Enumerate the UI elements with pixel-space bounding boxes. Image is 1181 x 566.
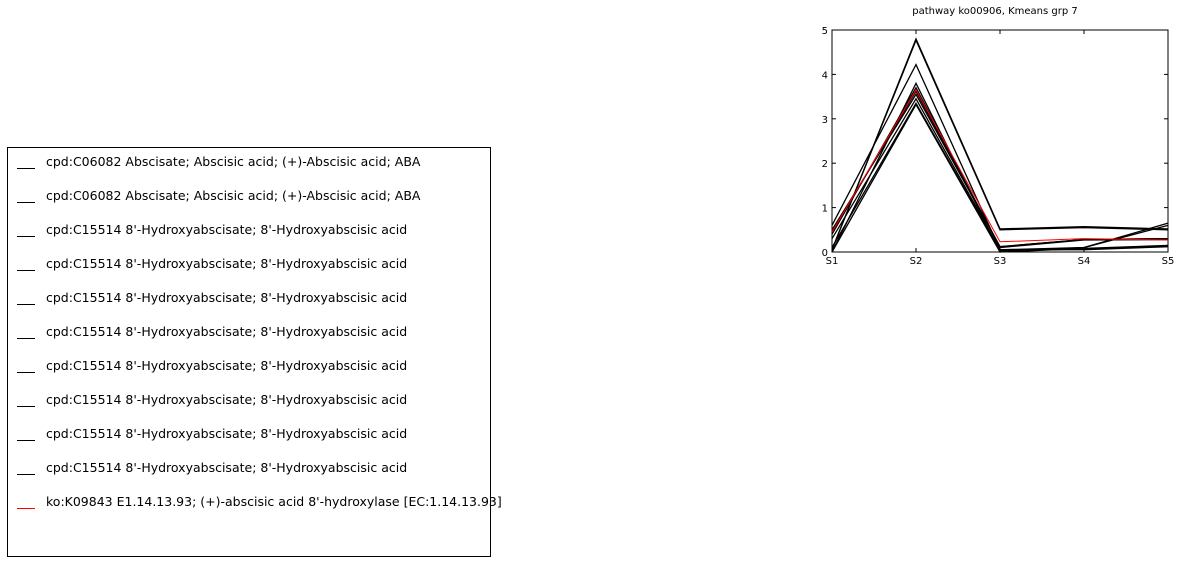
legend-item: cpd:C15514 8'-Hydroxyabscisate; 8'-Hydro… xyxy=(8,424,490,444)
legend-label: cpd:C15514 8'-Hydroxyabscisate; 8'-Hydro… xyxy=(46,392,408,407)
legend-swatch xyxy=(17,474,35,475)
x-tick-label: S5 xyxy=(1162,256,1175,267)
legend-label: cpd:C06082 Abscisate; Abscisic acid; (+)… xyxy=(46,188,421,203)
x-tick-label: S2 xyxy=(910,256,923,267)
legend-item: cpd:C15514 8'-Hydroxyabscisate; 8'-Hydro… xyxy=(8,458,490,478)
y-tick-label: 0 xyxy=(822,248,828,259)
x-tick-label: S3 xyxy=(994,256,1007,267)
plot-frame xyxy=(831,29,1169,253)
legend-label: cpd:C15514 8'-Hydroxyabscisate; 8'-Hydro… xyxy=(46,358,408,373)
y-axis-ticks: 0 1 2 3 4 5 xyxy=(822,26,1168,259)
legend-swatch xyxy=(17,372,35,373)
legend-label: cpd:C15514 8'-Hydroxyabscisate; 8'-Hydro… xyxy=(46,222,408,237)
legend-swatch xyxy=(17,508,35,509)
legend-label: ko:K09843 E1.14.13.93; (+)-abscisic acid… xyxy=(46,494,502,509)
y-tick-label: 2 xyxy=(822,159,828,170)
legend-label: cpd:C15514 8'-Hydroxyabscisate; 8'-Hydro… xyxy=(46,256,408,271)
legend-swatch xyxy=(17,270,35,271)
legend-item: ko:K09843 E1.14.13.93; (+)-abscisic acid… xyxy=(8,492,502,512)
legend-swatch xyxy=(17,202,35,203)
legend-item: cpd:C15514 8'-Hydroxyabscisate; 8'-Hydro… xyxy=(8,322,490,342)
legend-item: cpd:C06082 Abscisate; Abscisic acid; (+)… xyxy=(8,152,490,172)
y-tick-label: 3 xyxy=(822,115,828,126)
series-line-6 xyxy=(831,89,1169,248)
series-line-4 xyxy=(831,81,1169,253)
series-line-1 xyxy=(831,38,1169,251)
series-line-11 xyxy=(831,88,1169,243)
legend-swatch xyxy=(17,168,35,169)
y-tick-label: 4 xyxy=(822,70,828,81)
legend-swatch xyxy=(17,338,35,339)
legend-label: cpd:C06082 Abscisate; Abscisic acid; (+)… xyxy=(46,154,421,169)
legend-swatch xyxy=(17,304,35,305)
legend-swatch xyxy=(17,440,35,441)
legend-label: cpd:C15514 8'-Hydroxyabscisate; 8'-Hydro… xyxy=(46,324,408,339)
legend-item: cpd:C15514 8'-Hydroxyabscisate; 8'-Hydro… xyxy=(8,390,490,410)
y-tick-label: 5 xyxy=(822,26,828,37)
series-line-2 xyxy=(831,37,1169,251)
legend-label: cpd:C15514 8'-Hydroxyabscisate; 8'-Hydro… xyxy=(46,290,408,305)
legend-item: cpd:C15514 8'-Hydroxyabscisate; 8'-Hydro… xyxy=(8,254,490,274)
series-line-5 xyxy=(831,86,1169,249)
legend-swatch xyxy=(17,236,35,237)
x-tick-label: S1 xyxy=(826,256,839,267)
x-tick-label: S4 xyxy=(1078,256,1091,267)
chart-title: pathway ko00906, Kmeans grp 7 xyxy=(912,6,1078,17)
legend-label: cpd:C15514 8'-Hydroxyabscisate; 8'-Hydro… xyxy=(46,426,408,441)
x-axis-ticks: S1 S2 S3 S4 S5 xyxy=(826,30,1175,267)
legend-item: cpd:C15514 8'-Hydroxyabscisate; 8'-Hydro… xyxy=(8,356,490,376)
legend-item: cpd:C15514 8'-Hydroxyabscisate; 8'-Hydro… xyxy=(8,220,490,240)
series-line-3 xyxy=(831,63,1169,251)
legend-item: cpd:C15514 8'-Hydroxyabscisate; 8'-Hydro… xyxy=(8,288,490,308)
series-line-7 xyxy=(831,93,1169,248)
legend: cpd:C06082 Abscisate; Abscisic acid; (+)… xyxy=(7,147,502,557)
legend-swatch xyxy=(17,406,35,407)
plot-lines xyxy=(831,37,1169,253)
legend-item: cpd:C06082 Abscisate; Abscisic acid; (+)… xyxy=(8,186,490,206)
legend-label: cpd:C15514 8'-Hydroxyabscisate; 8'-Hydro… xyxy=(46,460,408,475)
y-tick-label: 1 xyxy=(822,204,828,215)
